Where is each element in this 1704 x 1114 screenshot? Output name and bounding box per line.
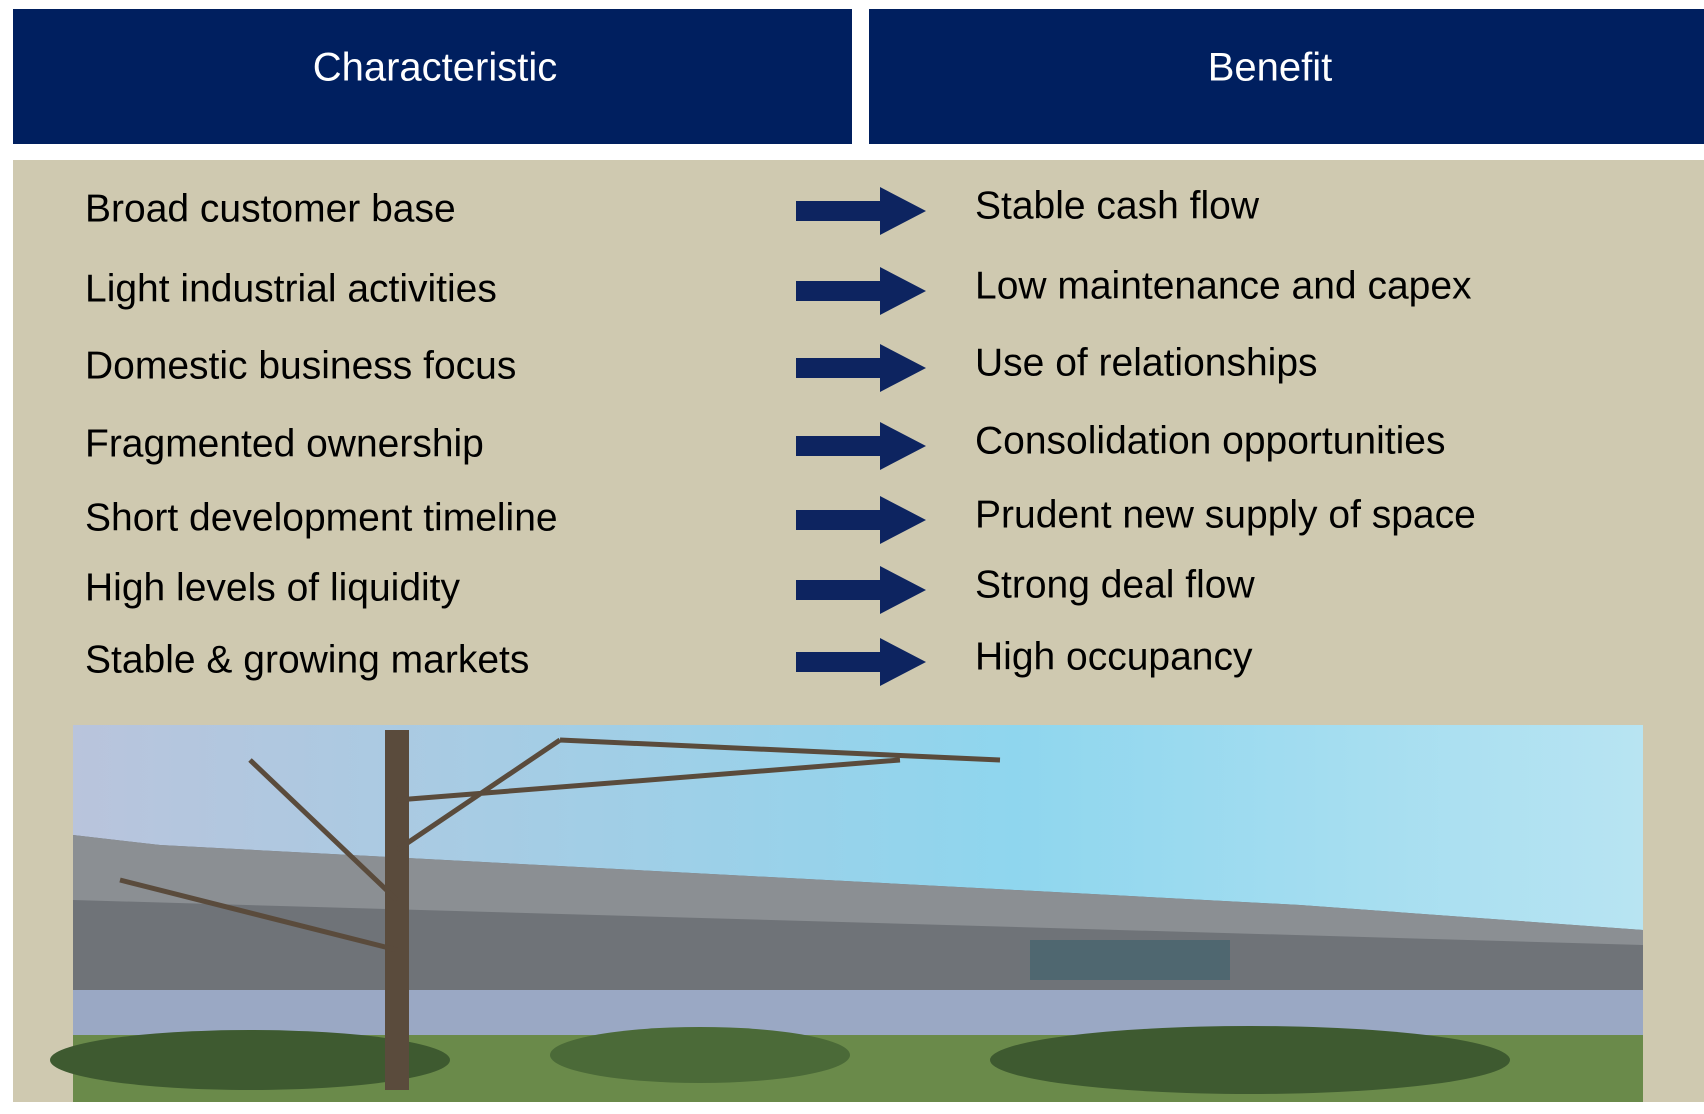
- characteristic: Domestic business focus: [85, 344, 516, 387]
- arrow: [796, 344, 926, 392]
- characteristic: Fragmented ownership: [85, 422, 484, 465]
- header-text: Characteristic: [313, 46, 558, 90]
- characteristic: Short development timeline: [85, 496, 558, 539]
- header-cell: [869, 9, 1704, 144]
- arrow: [796, 187, 926, 235]
- characteristic: High levels of liquidity: [85, 566, 461, 609]
- arrow: [796, 496, 926, 544]
- header-cell: [13, 9, 852, 144]
- benefit: Use of relationships: [975, 341, 1318, 384]
- benefit: Prudent new supply of space: [975, 493, 1476, 536]
- arrow: [796, 267, 926, 315]
- benefit: Low maintenance and capex: [975, 264, 1472, 307]
- characteristic: Light industrial activities: [85, 267, 497, 310]
- benefit: Stable cash flow: [975, 184, 1260, 227]
- benefit: High occupancy: [975, 635, 1253, 678]
- arrow: [796, 566, 926, 614]
- arrow: [796, 638, 926, 686]
- characteristic: Broad customer base: [85, 187, 456, 230]
- benefit: Strong deal flow: [975, 563, 1256, 606]
- benefit: Consolidation opportunities: [975, 419, 1445, 462]
- photo: [50, 725, 1643, 1102]
- header-text: Benefit: [1208, 46, 1333, 90]
- characteristic: Stable & growing markets: [85, 638, 529, 681]
- arrow: [796, 422, 926, 470]
